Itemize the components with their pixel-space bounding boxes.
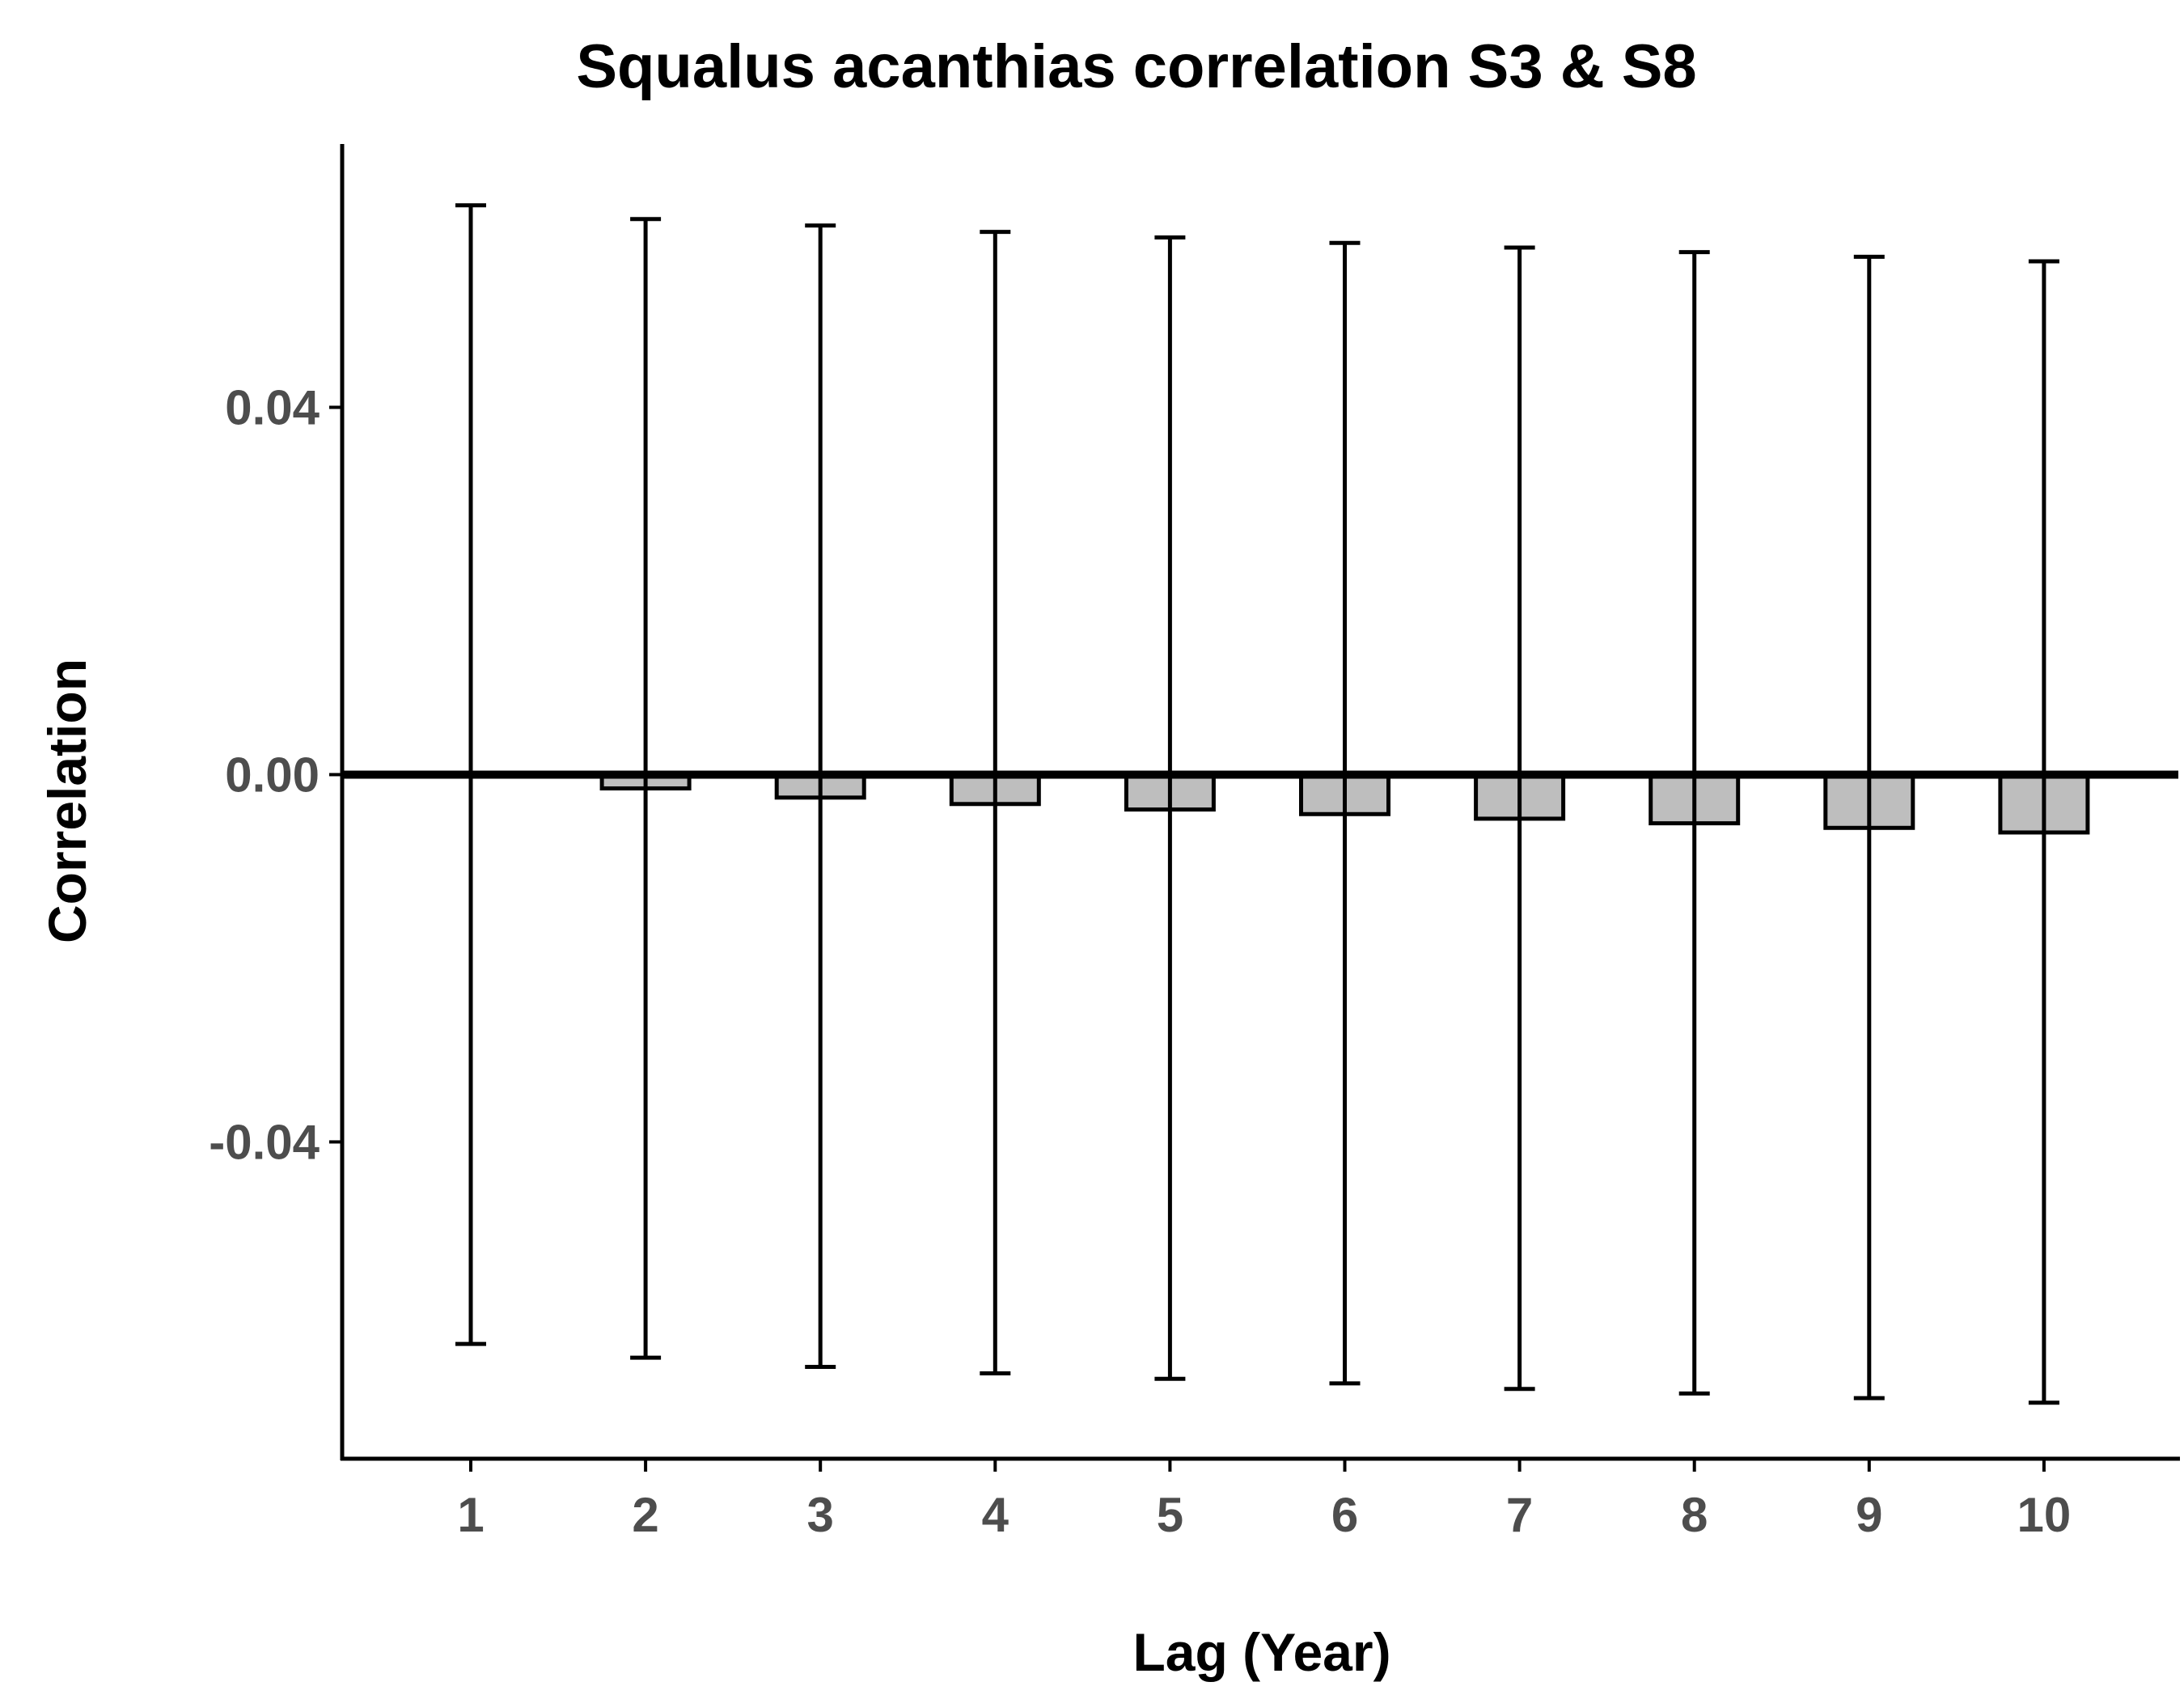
x-tick-label: 8 [1681, 1488, 1708, 1542]
error-bar-lag-9 [1853, 254, 1885, 1400]
error-bar-lag-7 [1504, 245, 1535, 1392]
x-tick-label: 5 [1157, 1488, 1183, 1542]
x-tick-label: 2 [632, 1488, 658, 1542]
error-bar-lag-5 [1154, 235, 1186, 1381]
x-axis-label: Lag (Year) [1132, 1622, 1390, 1682]
x-tick-label: 10 [2017, 1488, 2072, 1542]
error-bar-lag-8 [1678, 250, 1710, 1396]
error-bar-lag-10 [2028, 259, 2059, 1405]
plot-area [342, 203, 2178, 1405]
y-axis-label: Correlation [37, 659, 97, 943]
error-bar-lag-3 [805, 223, 836, 1370]
x-tick-label: 9 [1856, 1488, 1882, 1542]
error-bar-lag-6 [1329, 240, 1361, 1386]
x-tick-label: 4 [982, 1488, 1009, 1542]
error-bar-lag-4 [980, 230, 1011, 1375]
y-tick-label: -0.04 [209, 1115, 320, 1169]
y-tick-label: 0.04 [225, 380, 320, 434]
y-tick-label: 0.00 [225, 748, 320, 802]
x-axis-ticks: 1 2 3 4 5 6 7 8 9 10 [457, 1459, 2071, 1542]
x-tick-label: 6 [1331, 1488, 1358, 1542]
y-axis-ticks: 0.04 0.00 -0.04 [209, 380, 342, 1169]
x-tick-label: 7 [1506, 1488, 1533, 1542]
error-bars [455, 203, 2059, 1405]
x-tick-label: 1 [457, 1488, 484, 1542]
chart-title: Squalus acanthias correlation S3 & S8 [576, 32, 1696, 101]
error-bar-lag-2 [630, 217, 662, 1360]
x-tick-label: 3 [807, 1488, 834, 1542]
